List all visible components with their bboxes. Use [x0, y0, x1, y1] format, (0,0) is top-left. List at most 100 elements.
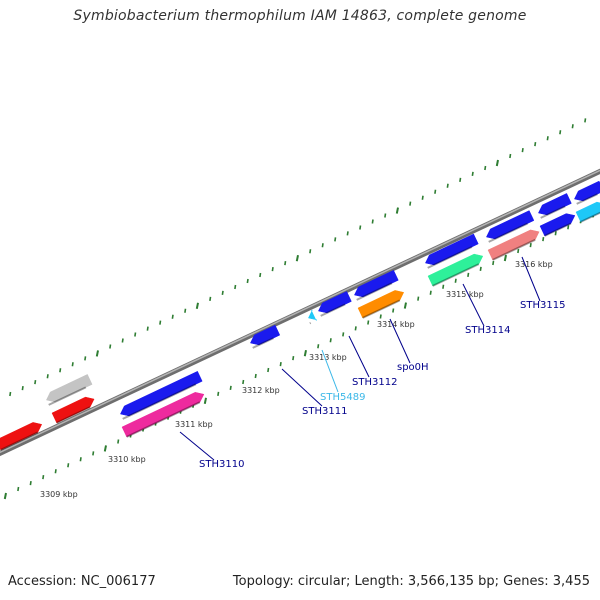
outer-tick [221, 290, 224, 296]
inner-tick [242, 379, 245, 385]
outer-tick [295, 255, 299, 262]
outer-tick [409, 201, 412, 206]
scale-label: 3314 kbp [377, 320, 415, 329]
inner-tick [117, 439, 120, 444]
inner-tick [542, 237, 545, 242]
inner-ticks [3, 213, 595, 500]
outer-tick [371, 219, 374, 224]
outer-tick [184, 308, 187, 313]
scale-label: 3313 kbp [309, 353, 347, 362]
inner-tick [342, 332, 345, 337]
outer-tick [209, 296, 212, 301]
scale-label: 3315 kbp [446, 290, 484, 299]
outer-tick [495, 159, 499, 167]
inner-tick [403, 302, 407, 309]
inner-tick [517, 248, 520, 254]
outer-ticks [9, 118, 587, 397]
gene-arrow-orange-shade [362, 299, 401, 319]
outer-tick [195, 302, 199, 309]
outer-tick [259, 272, 262, 278]
inner-tick [503, 254, 507, 262]
inner-tick [529, 242, 532, 248]
inner-tick [54, 469, 57, 474]
inner-tick [454, 278, 457, 283]
gene-arrow-blue [318, 291, 352, 314]
gene-label-leader [179, 431, 215, 461]
outer-tick [559, 130, 562, 135]
outer-tick [584, 118, 587, 123]
inner-tick [354, 326, 357, 331]
scale-label: 3310 kbp [108, 455, 146, 464]
scale-label: 3309 kbp [40, 490, 78, 499]
inner-tick [203, 397, 207, 404]
outer-tick [395, 207, 399, 214]
gene-arrow-salmon [487, 229, 540, 261]
gene-arrow-red [0, 422, 43, 451]
gene-arrow-cyan [308, 309, 318, 321]
inner-tick [279, 361, 282, 367]
outer-tick [171, 314, 174, 319]
inner-tick [329, 338, 332, 343]
accession-text: Accession: NC_006177 [8, 574, 156, 589]
scale-label: 3312 kbp [242, 386, 280, 395]
inner-tick [67, 463, 70, 468]
inner-tick [442, 284, 445, 289]
outer-tick [321, 243, 324, 248]
gene-arrow-blue-shade [488, 222, 529, 243]
inner-tick [29, 480, 32, 486]
outer-tick [159, 320, 162, 325]
gene-arrow-red-shade [0, 431, 39, 451]
inner-tick [429, 290, 432, 295]
gene-label: STH3114 [465, 325, 510, 336]
scale-label: 3316 kbp [515, 260, 553, 269]
gene-label-leader [521, 256, 541, 302]
outer-tick [509, 153, 512, 159]
gene-arrow-green-shade [432, 263, 480, 287]
gene-arrow-green [427, 253, 484, 287]
outer-tick [246, 278, 249, 284]
outer-tick [121, 338, 124, 343]
inner-tick [367, 320, 370, 325]
outer-tick [334, 237, 337, 242]
inner-tick [292, 356, 295, 361]
outer-tick [521, 147, 524, 153]
gene-label: STH5489 [320, 392, 365, 403]
outer-tick [46, 374, 49, 379]
inner-tick [42, 475, 45, 480]
gene-arrow-red-shade [56, 406, 91, 424]
gene-arrow-cyan-shade [580, 211, 600, 223]
gene-arrow-blue-shade [544, 222, 572, 237]
inner-tick [217, 391, 220, 396]
outer-tick [534, 142, 537, 147]
gene-arrow-pink [121, 392, 205, 438]
gene-label: STH3111 [302, 406, 347, 417]
outer-tick [471, 171, 474, 177]
outer-tick [95, 350, 99, 357]
inner-tick [267, 367, 270, 373]
outer-tick [21, 385, 24, 391]
outer-tick [84, 356, 87, 361]
inner-tick [567, 225, 570, 230]
outer-tick [134, 332, 137, 337]
outer-tick [109, 344, 112, 349]
outer-tick [384, 213, 387, 218]
inner-tick [79, 457, 82, 462]
inner-tick [492, 260, 495, 266]
gene-arrow-blue-shade [320, 303, 346, 317]
gene-arrow-cyan-shade [309, 322, 312, 325]
gene-arrow-gray [46, 374, 93, 403]
gene-arrow-blue-shade [427, 245, 473, 269]
gene-arrow-blue [354, 269, 399, 298]
outer-tick [71, 362, 74, 367]
inner-tick [392, 308, 395, 313]
outer-tick [59, 368, 62, 373]
outer-tick [434, 189, 437, 194]
inner-tick [417, 296, 420, 301]
gene-arrow-blue [425, 233, 479, 266]
gene-label: spo0H [397, 362, 429, 373]
gene-arrow-blue-shade [356, 282, 393, 301]
gene-arrow-cyan [575, 201, 600, 223]
outer-tick [34, 380, 37, 385]
